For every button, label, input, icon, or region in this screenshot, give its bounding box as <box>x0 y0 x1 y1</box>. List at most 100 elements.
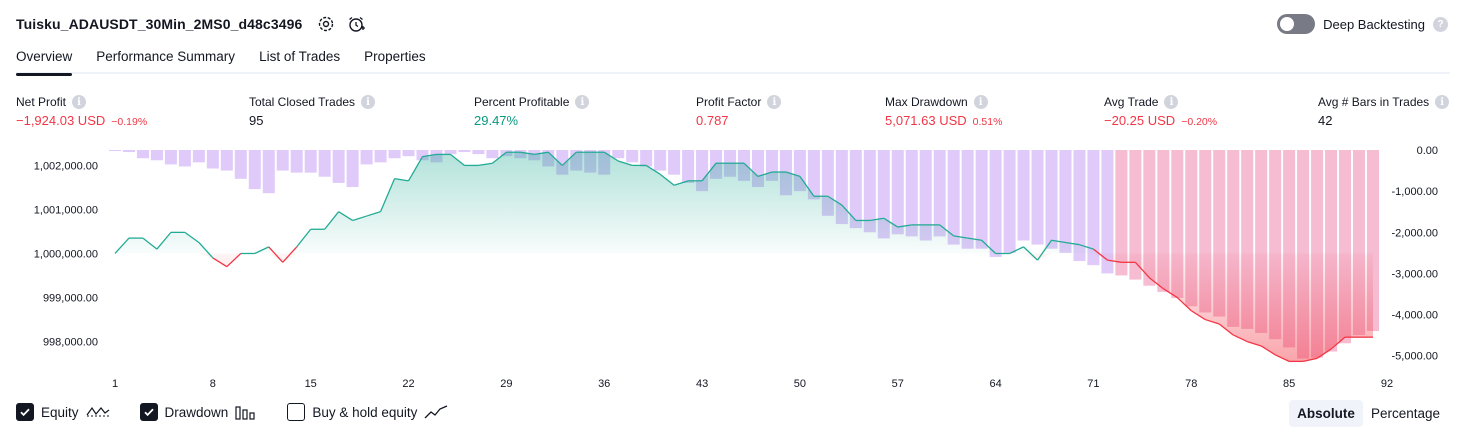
right-axis-tick-label: 0.00 <box>1417 145 1438 157</box>
drawdown-bar <box>626 150 639 163</box>
tab-properties[interactable]: Properties <box>364 49 426 64</box>
equity-line-segment <box>1079 244 1094 250</box>
equity-line-icon <box>86 404 110 420</box>
toggle-knob <box>1280 17 1295 31</box>
equity-checkbox[interactable] <box>16 403 34 421</box>
deep-backtesting-toggle[interactable] <box>1277 14 1316 34</box>
metric-value: 0.787 <box>696 113 729 128</box>
drawdown-bar <box>863 150 876 233</box>
help-icon[interactable]: ? <box>1433 16 1448 32</box>
equity-line-segment <box>673 180 689 186</box>
equity-line-segment <box>1274 354 1290 362</box>
percentage-button[interactable]: Percentage <box>1370 406 1440 421</box>
drawdown-bar <box>248 150 261 190</box>
legend-buy-hold-equity[interactable]: Buy & hold equity <box>287 403 448 421</box>
equity-line-segment <box>1176 297 1192 312</box>
drawdown-checkbox[interactable] <box>139 403 158 421</box>
drawdown-bar <box>304 150 317 173</box>
info-icon[interactable]: i <box>361 95 376 109</box>
equity-line-segment <box>743 162 759 177</box>
right-axis-tick-label: -5,000.00 <box>1392 351 1438 363</box>
drawdown-bar <box>1143 150 1156 286</box>
equity-line-segment <box>352 215 367 222</box>
legend-drawdown[interactable]: Drawdown <box>139 403 258 421</box>
drawdown-bars-icon <box>235 404 257 420</box>
right-axis-tick-label: -3,000.00 <box>1392 268 1438 280</box>
drawdown-bar <box>989 150 1002 257</box>
tab-overview[interactable]: Overview <box>16 46 73 76</box>
metric-value: 95 <box>249 113 264 128</box>
drawdown-bar <box>486 150 499 159</box>
checkmark-icon <box>20 408 30 417</box>
equity-line-segment <box>953 235 968 239</box>
drawdown-bar <box>947 150 960 245</box>
x-axis-tick-label: 64 <box>989 378 1001 390</box>
drawdown-bar <box>122 150 135 153</box>
drawdown-bar <box>332 150 345 183</box>
drawdown-bar <box>346 150 359 188</box>
x-axis-tick-label: 1 <box>112 378 118 390</box>
buy-hold-checkbox[interactable] <box>287 403 306 421</box>
equity-line-segment <box>883 217 899 228</box>
equity-line-segment <box>1065 241 1080 246</box>
info-icon[interactable]: i <box>72 95 87 109</box>
x-axis-tick-label: 50 <box>794 378 806 390</box>
equity-line-segment <box>324 211 340 230</box>
drawdown-bar <box>150 150 163 161</box>
drawdown-bar <box>178 150 191 167</box>
equity-line-segment <box>1051 239 1066 244</box>
x-axis-tick-label: 22 <box>402 378 414 390</box>
equity-line-segment <box>967 237 982 241</box>
metric-percent: −0.19% <box>111 116 148 128</box>
drawdown-bar <box>374 150 387 163</box>
drawdown-bar <box>1129 150 1142 280</box>
drawdown-bar <box>402 150 415 157</box>
equity-drawdown-chart[interactable]: 1,002,000.00 1,001,000.00 1,000,000.00 999,… <box>0 138 1466 396</box>
equity-line-segment <box>1205 318 1220 325</box>
equity-line-segment <box>1036 239 1053 261</box>
equity-line-segment <box>520 151 535 156</box>
info-icon[interactable]: i <box>1435 95 1450 109</box>
equity-line-segment <box>701 162 717 182</box>
drawdown-bar <box>1031 150 1044 245</box>
drawdown-bar <box>877 150 890 239</box>
drawdown-bar <box>472 150 485 155</box>
drawdown-bar <box>1045 150 1058 249</box>
checkmark-icon <box>143 408 154 417</box>
x-axis-tick-label: 29 <box>500 378 512 390</box>
legend-equity[interactable]: Equity <box>16 403 110 421</box>
tab-list-of-trades[interactable]: List of Trades <box>259 49 341 64</box>
absolute-button[interactable]: Absolute <box>1289 400 1363 427</box>
equity-line-segment <box>981 239 997 254</box>
equity-area-negative <box>115 253 1373 362</box>
alarm-add-icon[interactable] <box>346 14 366 34</box>
drawdown-bar <box>388 150 401 159</box>
x-axis-tick-label: 43 <box>696 378 708 390</box>
equity-line-segment <box>547 151 563 166</box>
buy-hold-line-icon <box>424 404 448 420</box>
strategy-header: Tuisku_ADAUSDT_30Min_2MS0_d48c3496 <box>16 13 366 35</box>
drawdown-bar <box>975 150 988 249</box>
info-icon[interactable]: i <box>767 95 782 109</box>
drawdown-bar <box>1101 150 1114 274</box>
equity-line-segment <box>1218 323 1234 336</box>
metric-value: −20.25 USD <box>1104 113 1176 128</box>
info-icon[interactable]: i <box>973 95 988 109</box>
gear-icon[interactable] <box>316 14 336 34</box>
equity-line-segment <box>296 228 312 248</box>
info-icon[interactable]: i <box>575 95 590 109</box>
equity-line-segment <box>212 257 228 268</box>
equity-line-segment <box>394 177 409 182</box>
right-axis-tick-label: -2,000.00 <box>1392 227 1438 239</box>
info-icon[interactable]: i <box>1164 95 1179 109</box>
equity-line-segment <box>939 224 955 237</box>
drawdown-bar <box>360 150 373 165</box>
drawdown-bar <box>961 150 974 249</box>
tab-performance-summary[interactable]: Performance Summary <box>96 49 236 64</box>
equity-line-segment <box>1134 261 1150 279</box>
equity-line-segment <box>142 237 158 250</box>
left-axis-tick-label: 998,000.00 <box>43 337 98 349</box>
equity-line-segment <box>407 156 424 182</box>
metric-label: Avg # Bars in Trades <box>1318 95 1430 109</box>
drawdown-bar <box>108 150 122 151</box>
